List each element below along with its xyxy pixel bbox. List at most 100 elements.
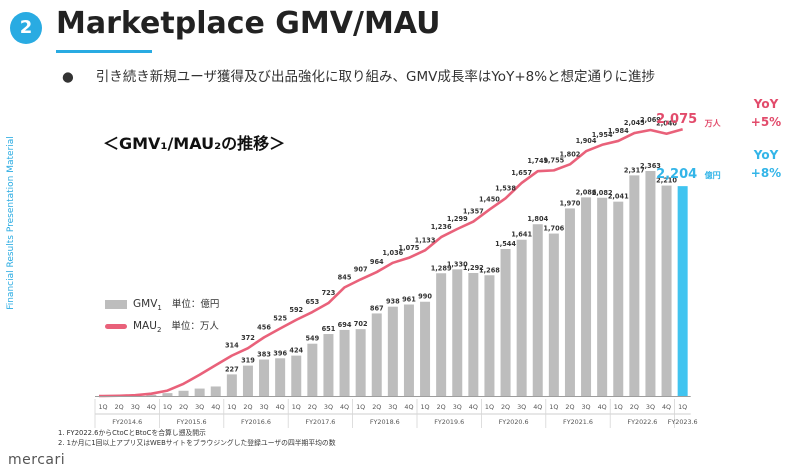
title-underline	[56, 50, 152, 53]
quarter-tick-label: 2Q	[630, 403, 639, 411]
quarter-tick-label: 3Q	[324, 403, 333, 411]
gmv-data-label: 319	[241, 357, 255, 365]
gmv-data-label: 227	[225, 365, 239, 373]
gmv-data-label: 2,210	[656, 177, 677, 185]
gmv-data-label: 702	[354, 320, 368, 328]
quarter-tick-label: 2Q	[565, 403, 574, 411]
mau-latest-value: 2,075	[656, 112, 697, 127]
gmv-data-label: 1,544	[495, 240, 516, 248]
fiscal-year-label: FY2016.6	[241, 418, 271, 426]
mau-data-label: 964	[370, 258, 384, 266]
quarter-tick-label: 4Q	[662, 403, 671, 411]
quarter-tick-label: 4Q	[340, 403, 349, 411]
gmv-bar	[339, 329, 350, 396]
legend-mau-unit: 単位：万人	[171, 321, 219, 332]
quarter-tick-label: 4Q	[404, 403, 413, 411]
gmv-data-label: 1,706	[543, 225, 564, 233]
mau-data-label: 372	[241, 334, 255, 342]
chart-subtitle: ＜GMV₁/MAU₂の推移＞	[103, 134, 286, 153]
mau-data-label: 1,450	[479, 196, 500, 204]
gmv-bar	[403, 304, 414, 396]
gmv-data-label: 549	[305, 335, 319, 343]
quarter-tick-label: 2Q	[115, 403, 124, 411]
gmv-bar	[532, 224, 543, 396]
gmv-bar	[581, 197, 592, 396]
gmv-bar	[420, 301, 431, 396]
gmv-bar	[564, 208, 575, 396]
quarter-tick-label: 4Q	[533, 403, 542, 411]
footnotes: 1. FY2022.6からCtoCとBtoCを合算し遡及開示 2. 1か月に1回…	[58, 428, 336, 448]
gmv-bar	[436, 273, 447, 396]
mau-yoy-label: YoY	[753, 97, 779, 111]
quarter-tick-label: 3Q	[646, 403, 655, 411]
gmv-data-label: 1,970	[560, 199, 581, 207]
legend-mau-swatch	[105, 323, 127, 329]
gmv-bar	[613, 201, 624, 396]
fiscal-year-label: FY2019.6	[434, 418, 464, 426]
fiscal-year-label: FY2017.6	[305, 418, 335, 426]
gmv-data-label: 2,363	[640, 162, 661, 170]
gmv-bar	[468, 272, 479, 396]
mau-data-label: 1,036	[382, 249, 403, 257]
mau-data-label: 1,133	[415, 236, 436, 244]
legend-gmv-name: GMV	[133, 298, 158, 310]
quarter-tick-label: 3Q	[259, 403, 268, 411]
gmv-bar	[548, 233, 559, 396]
gmv-bar	[162, 393, 173, 396]
mau-line	[99, 127, 683, 398]
fiscal-year-label: FY2020.6	[499, 418, 529, 426]
quarter-tick-label: 1Q	[678, 403, 687, 411]
gmv-data-label: 396	[273, 349, 287, 357]
section-number-badge: 2	[10, 12, 42, 44]
gmv-latest-unit: 億円	[705, 170, 721, 180]
legend-mau-name: MAU	[133, 320, 157, 332]
mau-data-label: 456	[257, 323, 271, 331]
mau-data-label: 1,299	[447, 215, 468, 223]
gmv-data-label: 2,041	[608, 193, 629, 201]
quarter-tick-label: 4Q	[147, 403, 156, 411]
quarter-tick-label: 1Q	[420, 403, 429, 411]
gmv-data-label: 651	[322, 325, 336, 333]
quarter-tick-label: 1Q	[356, 403, 365, 411]
gmv-bar	[210, 386, 221, 396]
fiscal-year-label: FY2023.6	[668, 418, 698, 426]
gmv-data-label: 1,641	[511, 231, 532, 239]
quarter-tick-label: 3Q	[581, 403, 590, 411]
quarter-tick-label: 4Q	[211, 403, 220, 411]
gmv-bar	[661, 185, 672, 396]
quarter-tick-label: 1Q	[614, 403, 623, 411]
mau-data-label: 2,045	[624, 119, 645, 127]
gmv-data-label: 2,086	[576, 188, 597, 196]
legend-gmv-swatch	[105, 299, 127, 309]
mau-data-label: 592	[289, 306, 303, 314]
mau-latest-unit: 万人	[704, 118, 722, 128]
quarter-tick-label: 4Q	[598, 403, 607, 411]
mau-yoy-value: +5%	[751, 115, 781, 129]
mau-data-label: 1,749	[527, 157, 548, 165]
gmv-data-label: 2,317	[624, 166, 645, 174]
summary-bullet: ● 引き続き新規ユーザ獲得及び出品強化に取り組み、GMV成長率はYoY+8%と想定…	[62, 65, 655, 85]
gmv-data-label: 424	[289, 347, 303, 355]
gmv-bar	[226, 374, 237, 396]
fiscal-year-label: FY2022.6	[627, 418, 657, 426]
page-title: Marketplace GMV/MAU	[56, 6, 441, 41]
gmv-data-label: 1,292	[463, 264, 484, 272]
quarter-tick-label: 3Q	[195, 403, 204, 411]
mau-data-label: 1,984	[608, 127, 629, 135]
footnote-2: 2. 1か月に1回以上アプリ又はWEBサイトをブラウジングした登録ユーザの四半期…	[58, 439, 336, 447]
gmv-bar	[242, 365, 253, 396]
mau-data-label: 653	[305, 298, 319, 306]
legend-mau: MAU2 単位：万人	[105, 318, 219, 334]
gmv-yoy-label: YoY	[753, 148, 779, 162]
mau-data-label: 1,802	[560, 150, 581, 158]
mau-data-label: 2,069	[640, 116, 661, 124]
legend-gmv-unit: 単位：億円	[171, 299, 220, 310]
mau-data-label: 2,040	[656, 120, 677, 128]
quarter-tick-label: 2Q	[372, 403, 381, 411]
mau-data-label: 1,538	[495, 184, 516, 192]
quarter-tick-label: 1Q	[549, 403, 558, 411]
gmv-bar	[323, 334, 334, 396]
fiscal-year-label: FY2018.6	[370, 418, 400, 426]
legend-gmv: GMV1 単位：億円	[105, 296, 219, 312]
